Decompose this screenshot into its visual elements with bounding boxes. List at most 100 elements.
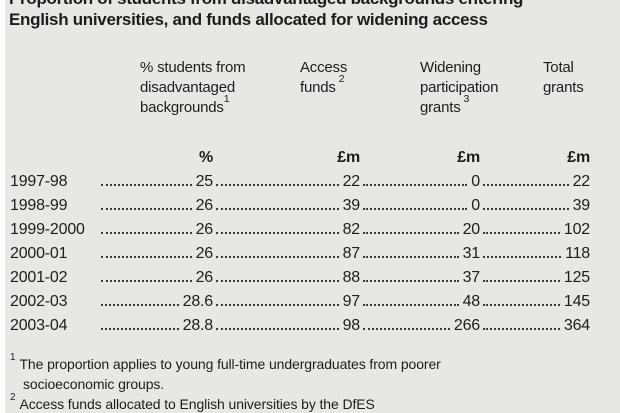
widening-value: 37 bbox=[462, 269, 481, 286]
access-value: 22 bbox=[342, 173, 361, 190]
dot-leader bbox=[363, 208, 468, 210]
year-cell: 2003-04 bbox=[10, 317, 68, 334]
dot-leader bbox=[363, 256, 459, 258]
access-cell: 98 bbox=[213, 317, 360, 335]
total-value: 118 bbox=[565, 245, 590, 262]
dot-leader bbox=[483, 328, 560, 330]
footnote-2-marker: 2 bbox=[10, 392, 16, 404]
column-header-line: % students from bbox=[140, 59, 246, 76]
widening-cell: 31 bbox=[360, 245, 480, 263]
access-cell: 88 bbox=[213, 269, 360, 287]
pct-cell: 26 bbox=[98, 221, 213, 239]
dot-leader bbox=[216, 184, 339, 186]
unit-cell: £m bbox=[360, 149, 480, 167]
pct-cell: 26 bbox=[98, 245, 213, 263]
total-cell: 102 bbox=[480, 221, 590, 239]
widening-cell: 0 bbox=[360, 197, 480, 215]
unit-pct: % bbox=[198, 149, 213, 166]
dot-leader bbox=[363, 328, 450, 330]
widening-cell: 20 bbox=[360, 221, 480, 239]
widening-cell: 37 bbox=[360, 269, 480, 287]
dot-leader bbox=[101, 232, 192, 234]
footnote-1: 1 The proportion applies to young full-ti… bbox=[10, 352, 500, 394]
total-cell: 118 bbox=[480, 245, 590, 263]
footnote-1-marker: 1 bbox=[10, 352, 16, 364]
total-value: 125 bbox=[563, 269, 590, 286]
pct-cell: 28.8 bbox=[98, 317, 213, 335]
pct-cell: 25 bbox=[98, 173, 213, 191]
year-cell: 2001-02 bbox=[10, 269, 68, 286]
dot-leader bbox=[216, 256, 339, 258]
column-header-access-funds: Access funds 2 bbox=[300, 58, 347, 98]
footnote-2-text: Access funds allocated to English univer… bbox=[19, 396, 375, 412]
footnote-marker-1: 1 bbox=[223, 93, 230, 105]
access-cell: 22 bbox=[213, 173, 360, 191]
access-cell: 39 bbox=[213, 197, 360, 215]
pct-cell: 26 bbox=[98, 197, 213, 215]
total-value: 145 bbox=[563, 293, 590, 310]
pct-value: 25 bbox=[195, 173, 214, 190]
total-value: 39 bbox=[572, 197, 591, 214]
column-header-pct-students: % students from disadvantaged background… bbox=[140, 58, 246, 118]
unit-total: £m bbox=[567, 149, 590, 166]
widening-cell: 266 bbox=[360, 317, 480, 335]
access-value: 87 bbox=[342, 245, 361, 262]
footnotes: 1 The proportion applies to young full-ti… bbox=[10, 352, 500, 413]
total-cell: 125 bbox=[480, 269, 590, 287]
pct-value: 28.6 bbox=[182, 293, 214, 310]
access-value: 39 bbox=[342, 197, 361, 214]
column-header-text: backgrounds bbox=[140, 99, 224, 116]
dot-leader bbox=[483, 304, 560, 306]
pct-value: 26 bbox=[195, 269, 214, 286]
unit-cell: £m bbox=[480, 149, 590, 167]
widening-cell: 48 bbox=[360, 293, 480, 311]
footnote-marker-3: 3 bbox=[463, 93, 470, 105]
pct-value: 26 bbox=[195, 245, 214, 262]
dot-leader bbox=[216, 208, 339, 210]
dot-leader bbox=[483, 208, 569, 210]
column-header-total-grants: Total grants bbox=[543, 58, 584, 98]
dot-leader bbox=[216, 328, 339, 330]
column-header-widening-participation: Widening participation grants 3 bbox=[420, 58, 498, 118]
dot-leader bbox=[363, 232, 459, 234]
column-header-text: funds bbox=[300, 79, 336, 96]
units-row: % £m £m £m bbox=[10, 146, 590, 167]
total-cell: 364 bbox=[480, 317, 590, 335]
access-cell: 97 bbox=[213, 293, 360, 311]
pct-cell: 26 bbox=[98, 269, 213, 287]
dot-leader bbox=[363, 304, 459, 306]
widening-value: 266 bbox=[453, 317, 480, 334]
pct-cell: 28.6 bbox=[98, 293, 213, 311]
table-graphic: Proportion of students from disadvantage… bbox=[5, 0, 620, 413]
widening-value: 20 bbox=[462, 221, 481, 238]
footnote-1-text: The proportion applies to young full-tim… bbox=[19, 356, 441, 392]
table-row: 1998-99 26 39 0 39 bbox=[10, 191, 590, 215]
widening-value: 0 bbox=[471, 173, 480, 190]
access-value: 88 bbox=[342, 269, 361, 286]
column-header-line: backgrounds1 bbox=[140, 94, 245, 118]
year-cell: 2002-03 bbox=[10, 293, 68, 310]
total-cell: 145 bbox=[480, 293, 590, 311]
pct-value: 28.8 bbox=[182, 317, 214, 334]
access-value: 98 bbox=[342, 317, 361, 334]
dot-leader bbox=[216, 232, 339, 234]
dot-leader bbox=[483, 184, 569, 186]
access-cell: 82 bbox=[213, 221, 360, 239]
widening-value: 31 bbox=[462, 245, 481, 262]
pct-value: 26 bbox=[195, 197, 214, 214]
column-header-line: Widening bbox=[420, 59, 481, 76]
dot-leader bbox=[363, 184, 468, 186]
year-cell: 1997-98 bbox=[10, 173, 68, 190]
dot-leader bbox=[216, 304, 339, 306]
widening-value: 48 bbox=[462, 293, 481, 310]
table-row: 2001-02 26 88 37 125 bbox=[10, 263, 590, 287]
title-line-2: English universities, and funds allocate… bbox=[9, 10, 488, 29]
data-table: % £m £m £m 1997-98 25 22 0 22 1998-99 26… bbox=[10, 146, 590, 335]
table-row: 2003-04 28.8 98 266 364 bbox=[10, 311, 590, 335]
year-cell: 2000-01 bbox=[10, 245, 68, 262]
column-header-line: disadvantaged bbox=[140, 79, 235, 96]
year-cell: 1998-99 bbox=[10, 197, 68, 214]
column-header-line: grants 3 bbox=[420, 94, 498, 118]
dot-leader bbox=[101, 208, 192, 210]
column-header-line: grants bbox=[543, 79, 584, 96]
